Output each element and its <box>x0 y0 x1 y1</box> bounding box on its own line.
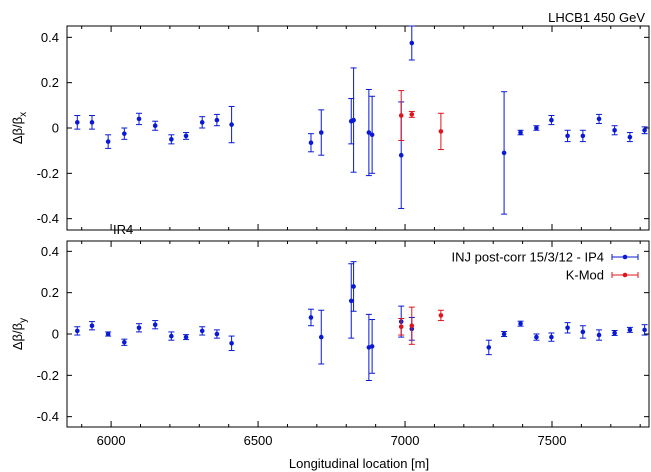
data-point <box>318 334 324 340</box>
data-point <box>308 140 314 146</box>
data-point <box>318 130 324 135</box>
data-point <box>229 122 234 127</box>
bottom-panel: -0.4 -0.2 0 0.2 0.4 6000 6500 7000 7500 Δβ/βy INJ … <box>10 240 650 448</box>
top-y-axis-title-subscript: x <box>18 112 29 117</box>
top-y-tick-label: 0.4 <box>41 30 59 45</box>
data-point <box>612 330 617 336</box>
legend-entry-label: K-Mod <box>566 268 604 283</box>
bottom-x-tick-label: 6000 <box>97 433 126 448</box>
data-point <box>366 130 372 135</box>
legend-swatch-point <box>622 254 628 260</box>
data-point <box>549 334 554 340</box>
data-point <box>199 120 205 125</box>
data-point <box>214 331 220 337</box>
data-point <box>398 324 404 330</box>
bottom-y-tick-label: 0.2 <box>41 285 59 300</box>
data-point <box>486 345 492 350</box>
data-point <box>351 117 356 123</box>
bottom-y-tick-label: -0.2 <box>37 368 59 383</box>
data-point <box>122 131 127 136</box>
data-point <box>214 117 220 123</box>
data-point <box>642 327 647 333</box>
data-point <box>183 334 189 340</box>
data-point <box>409 40 415 46</box>
legend: INJ post-corr 15/3/12 - IP4 K-Mod <box>452 250 639 283</box>
top-y-axis-title: Δβ/βx <box>10 112 29 144</box>
top-y-tick-label: 0 <box>52 121 59 136</box>
data-point <box>398 113 404 118</box>
data-point <box>518 130 523 135</box>
data-point <box>199 328 205 334</box>
top-y-tick-label: -0.2 <box>37 166 59 181</box>
data-point <box>642 127 647 133</box>
data-point <box>369 344 375 349</box>
data-point <box>105 139 111 144</box>
data-point <box>152 322 158 328</box>
data-point <box>74 120 80 125</box>
bottom-series-0 <box>74 261 648 381</box>
data-point <box>351 284 356 289</box>
data-point <box>438 129 444 134</box>
legend-swatch-point <box>622 272 628 278</box>
top-y-tick-label: -0.4 <box>37 211 59 226</box>
data-point <box>89 120 95 125</box>
data-point <box>169 333 174 339</box>
data-point <box>438 313 444 318</box>
bottom-series-1 <box>398 306 444 345</box>
data-point <box>580 329 586 335</box>
data-point <box>308 315 314 320</box>
data-point <box>169 137 174 142</box>
legend-entry-label: INJ post-corr 15/3/12 - IP4 <box>452 250 604 265</box>
data-point <box>627 327 633 333</box>
bottom-x-tick-label: 6500 <box>244 433 273 448</box>
ir4-label: IR4 <box>113 222 133 237</box>
data-point <box>565 133 570 139</box>
x-axis-title: Longitudinal location [m] <box>289 456 429 471</box>
top-series-1 <box>398 90 444 151</box>
data-point <box>136 116 142 122</box>
data-point <box>534 334 539 340</box>
top-panel: -0.4 -0.2 0 0.2 0.4 Δβ/βx <box>10 25 650 231</box>
data-point <box>534 125 539 131</box>
data-point <box>501 331 507 337</box>
bottom-y-tick-label: -0.4 <box>37 409 59 424</box>
data-point <box>89 323 95 329</box>
bottom-y-tick-label: 0 <box>52 327 59 342</box>
data-point <box>565 325 570 331</box>
data-point <box>136 325 142 331</box>
data-point <box>409 323 415 329</box>
data-point <box>105 331 111 337</box>
bottom-x-tick-label: 7500 <box>538 433 567 448</box>
data-point <box>580 133 586 139</box>
data-point <box>183 133 189 139</box>
data-point <box>348 298 354 304</box>
bottom-y-tick-label: 0.4 <box>41 244 59 259</box>
data-point <box>596 332 602 338</box>
bottom-y-axis-title-subscript: y <box>18 318 29 323</box>
data-point <box>549 117 554 123</box>
data-point <box>612 127 617 133</box>
data-point <box>409 112 415 117</box>
data-point <box>122 339 127 345</box>
top-y-tick-label: 0.2 <box>41 75 59 90</box>
bottom-y-axis-title-main: Δβ/β <box>10 323 25 350</box>
bottom-x-tick-label: 7000 <box>391 433 420 448</box>
data-point <box>229 341 234 346</box>
bottom-y-axis-title: Δβ/βy <box>10 318 29 350</box>
data-point <box>369 132 375 138</box>
data-point <box>501 150 507 156</box>
data-point <box>74 328 80 334</box>
data-point <box>596 116 602 122</box>
data-point <box>627 134 633 140</box>
data-point <box>398 152 404 158</box>
data-point <box>152 123 158 129</box>
data-point <box>518 321 523 326</box>
top-series-0 <box>74 25 648 215</box>
top-right-label: LHCB1 450 GeV <box>548 10 645 25</box>
top-y-axis-title-main: Δβ/β <box>10 117 25 144</box>
